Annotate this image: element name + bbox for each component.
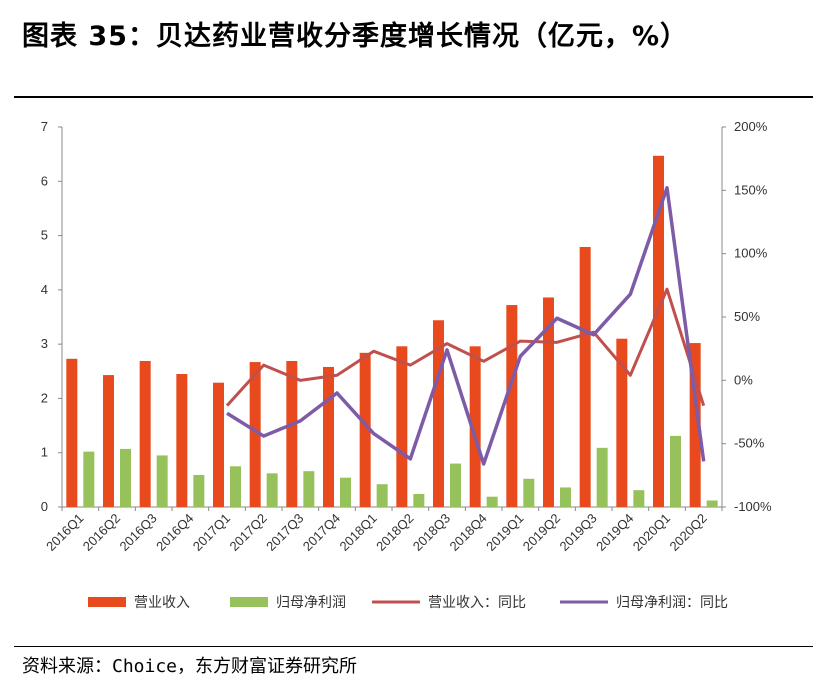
net-profit-bar (83, 451, 95, 507)
x-tick-label: 2016Q2 (80, 511, 123, 554)
net-profit-bar (340, 477, 351, 507)
x-tick-label: 2019Q4 (593, 511, 636, 554)
x-tick-label: 2018Q1 (336, 511, 379, 554)
bottom-rule (14, 646, 813, 647)
right-tick-label: 150% (734, 182, 768, 197)
revenue-bar (433, 320, 444, 507)
left-tick-label: 5 (41, 228, 48, 243)
legend-revenue-yoy: 营业收入：同比 (372, 595, 526, 611)
revenue-bar (359, 352, 371, 507)
net-profit-bar (706, 500, 718, 507)
net-profit-bar (376, 484, 388, 507)
net-profit-bar (413, 493, 425, 507)
right-tick-label: 100% (734, 246, 768, 261)
revenue-bar (249, 362, 261, 507)
legend-net-profit-yoy-label: 归母净利润：同比 (616, 594, 728, 611)
left-tick-label: 0 (41, 499, 48, 514)
chart-title: 图表 35：贝达药业营收分季度增长情况（亿元，%） (22, 21, 689, 52)
x-tick-label: 2017Q4 (300, 511, 343, 554)
revenue-bar (616, 338, 628, 507)
net-profit-yoy-line (226, 186, 706, 466)
left-tick-label: 1 (41, 445, 48, 460)
x-tick-label: 2020Q2 (666, 511, 709, 554)
x-tick-label: 2016Q4 (153, 511, 196, 554)
net-profit-bar (670, 435, 681, 507)
legend-net-profit: 归母净利润 (230, 594, 346, 611)
x-tick-label: 2018Q2 (373, 511, 416, 554)
legend-revenue-label: 营业收入 (134, 595, 190, 611)
legend-revenue-yoy-label: 营业收入：同比 (428, 595, 526, 611)
net-profit-bar (486, 496, 498, 507)
revenue-bar (396, 346, 408, 507)
x-tick-label: 2020Q1 (630, 511, 673, 554)
left-tick-label: 4 (41, 282, 48, 297)
net-profit-bar (156, 455, 168, 507)
revenue-bar (103, 375, 114, 507)
x-tick-label: 2018Q4 (446, 511, 489, 554)
right-tick-label: 50% (734, 309, 760, 324)
x-tick-label: 2019Q3 (556, 511, 599, 554)
left-tick-label: 6 (41, 173, 48, 188)
x-tick-label: 2016Q3 (116, 511, 159, 554)
x-tick-label: 2017Q3 (263, 511, 306, 554)
revenue-bar (689, 343, 701, 507)
net-profit-bar (523, 478, 535, 507)
x-tick-label: 2017Q1 (190, 511, 233, 554)
revenue-bar (66, 358, 78, 507)
revenue-bar (323, 366, 334, 507)
net-profit-bar (303, 471, 315, 507)
left-tick-label: 2 (41, 390, 48, 405)
revenue-bar (469, 346, 481, 507)
revenue-yoy-line (225, 287, 706, 407)
revenue-bar (579, 246, 591, 507)
net-profit-bar (560, 487, 571, 507)
revenue-bar (286, 360, 298, 507)
net-profit-bar (230, 466, 241, 507)
revenue-bar (213, 382, 224, 507)
top-rule (14, 96, 813, 98)
legend-net-profit-yoy: 归母净利润：同比 (560, 594, 728, 611)
x-tick-label: 2017Q2 (226, 511, 269, 554)
net-profit-bar (633, 490, 645, 507)
revenue-bar (653, 155, 664, 507)
left-tick-label: 3 (41, 336, 48, 351)
net-profit-bar (266, 473, 278, 507)
source-note: 资料来源：Choice，东方财富证券研究所 (22, 656, 358, 677)
net-profit-bar (450, 463, 461, 507)
revenue-bar (506, 305, 518, 507)
x-tick-label: 2019Q2 (520, 511, 563, 554)
legend-net-profit-label: 归母净利润 (276, 594, 346, 611)
right-tick-label: -100% (734, 499, 772, 514)
left-tick-label: 7 (41, 119, 48, 134)
revenue-bar (176, 374, 188, 507)
net-profit-bar (120, 448, 131, 507)
x-tick-label: 2016Q1 (43, 511, 86, 554)
revenue-bar (139, 360, 151, 507)
right-tick-label: -50% (734, 436, 765, 451)
legend-net-profit-swatch (230, 597, 268, 607)
legend-revenue-swatch (88, 597, 126, 607)
net-profit-bar (193, 474, 205, 507)
legend-revenue: 营业收入 (88, 595, 190, 611)
right-tick-label: 200% (734, 119, 768, 134)
net-profit-bar (596, 447, 608, 507)
right-tick-label: 0% (734, 372, 753, 387)
x-tick-label: 2019Q1 (483, 511, 526, 554)
x-tick-label: 2018Q3 (410, 511, 453, 554)
revenue-bar (543, 297, 554, 507)
